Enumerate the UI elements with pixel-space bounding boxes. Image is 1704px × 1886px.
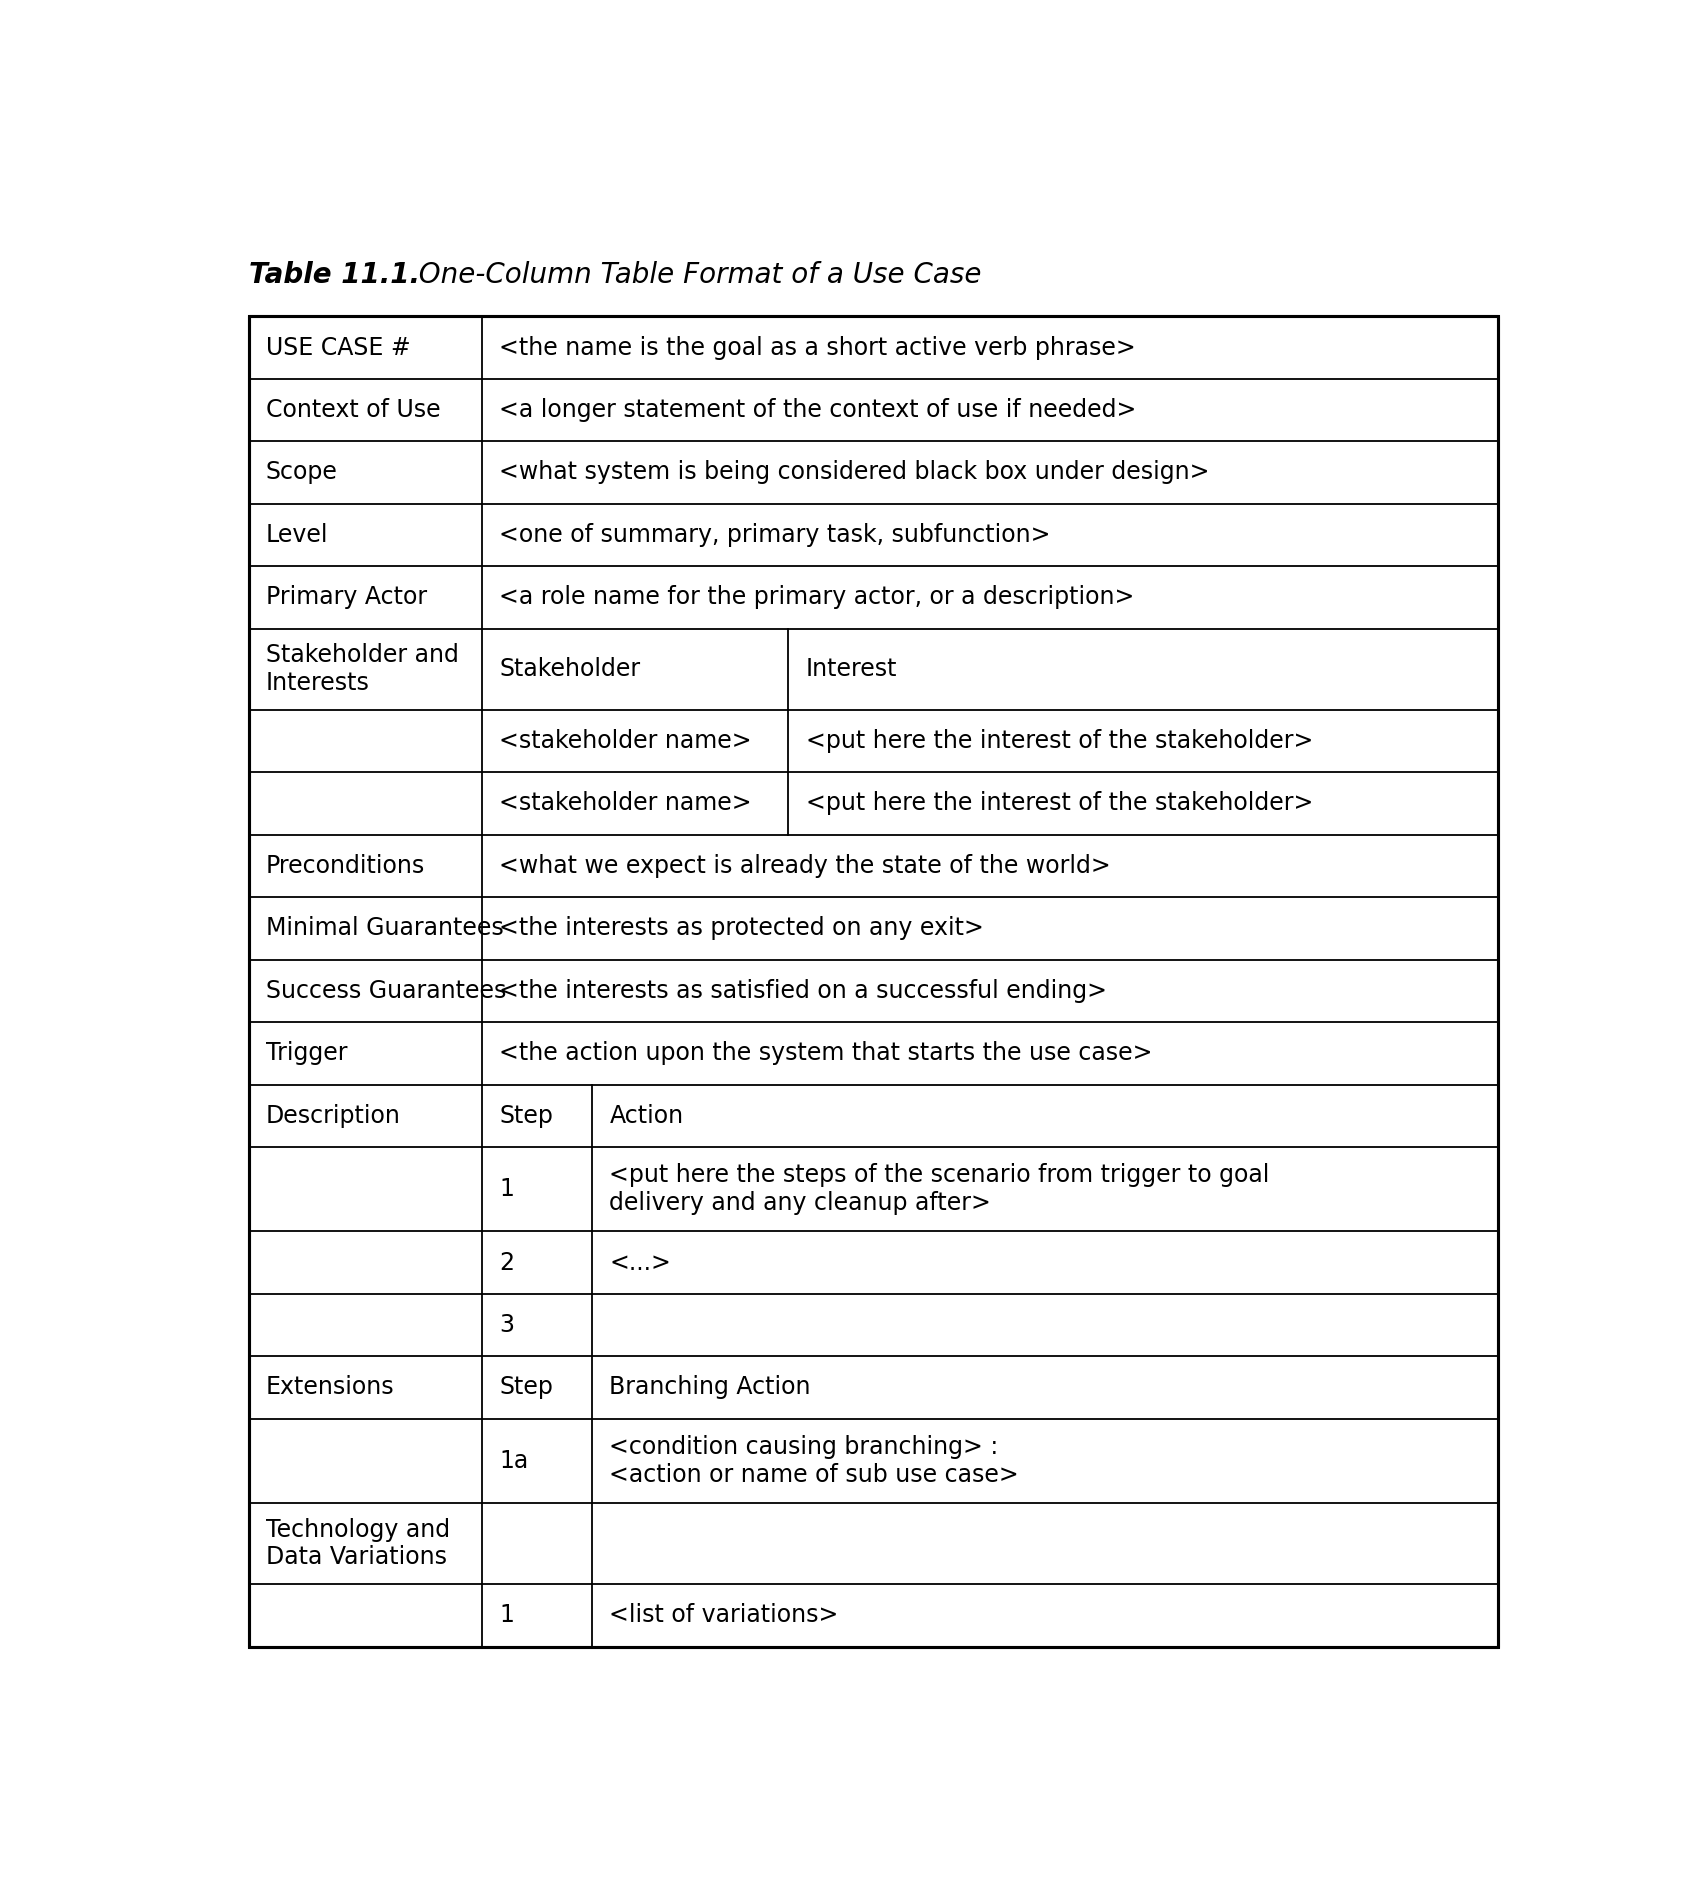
Text: Success Guarantees: Success Guarantees [266,979,506,1003]
Text: <stakeholder name>: <stakeholder name> [499,792,751,815]
Text: <the action upon the system that starts the use case>: <the action upon the system that starts … [499,1041,1154,1066]
Text: Context of Use: Context of Use [266,398,440,422]
Text: <put here the interest of the stakeholder>: <put here the interest of the stakeholde… [806,730,1312,753]
Text: 1: 1 [499,1603,515,1628]
Text: Preconditions: Preconditions [266,854,424,879]
Text: 3: 3 [499,1313,515,1337]
Text: Description: Description [266,1103,400,1128]
Text: Stakeholder and
Interests: Stakeholder and Interests [266,643,458,696]
Text: USE CASE #: USE CASE # [266,336,411,360]
Text: Step: Step [499,1103,554,1128]
Text: <one of summary, primary task, subfunction>: <one of summary, primary task, subfuncti… [499,522,1051,547]
Text: 1a: 1a [499,1448,528,1473]
Text: Level: Level [266,522,329,547]
Text: Table 11.1.: Table 11.1. [249,260,419,289]
Text: 2: 2 [499,1250,515,1275]
Text: <the name is the goal as a short active verb phrase>: <the name is the goal as a short active … [499,336,1137,360]
Text: Scope: Scope [266,460,337,485]
Text: Action: Action [610,1103,683,1128]
Text: <put here the interest of the stakeholder>: <put here the interest of the stakeholde… [806,792,1312,815]
Text: <the interests as satisfied on a successful ending>: <the interests as satisfied on a success… [499,979,1108,1003]
Text: Minimal Guarantees: Minimal Guarantees [266,917,504,941]
Text: Stakeholder: Stakeholder [499,656,641,681]
Text: <what we expect is already the state of the world>: <what we expect is already the state of … [499,854,1111,879]
Text: <stakeholder name>: <stakeholder name> [499,730,751,753]
Text: <the interests as protected on any exit>: <the interests as protected on any exit> [499,917,985,941]
Text: Primary Actor: Primary Actor [266,585,428,609]
Text: Extensions: Extensions [266,1375,394,1399]
Text: Trigger: Trigger [266,1041,348,1066]
Text: <condition causing branching> :
<action or name of sub use case>: <condition causing branching> : <action … [610,1435,1019,1486]
Text: Branching Action: Branching Action [610,1375,811,1399]
Text: <a longer statement of the context of use if needed>: <a longer statement of the context of us… [499,398,1137,422]
Text: <what system is being considered black box under design>: <what system is being considered black b… [499,460,1210,485]
Text: Technology and
Data Variations: Technology and Data Variations [266,1518,450,1569]
Text: <list of variations>: <list of variations> [610,1603,838,1628]
Text: Step: Step [499,1375,554,1399]
Text: 1: 1 [499,1177,515,1201]
Text: <...>: <...> [610,1250,671,1275]
Text: Interest: Interest [806,656,896,681]
Text: <a role name for the primary actor, or a description>: <a role name for the primary actor, or a… [499,585,1135,609]
Text: <put here the steps of the scenario from trigger to goal
delivery and any cleanu: <put here the steps of the scenario from… [610,1164,1269,1215]
Text: One-Column Table Format of a Use Case: One-Column Table Format of a Use Case [400,260,982,289]
